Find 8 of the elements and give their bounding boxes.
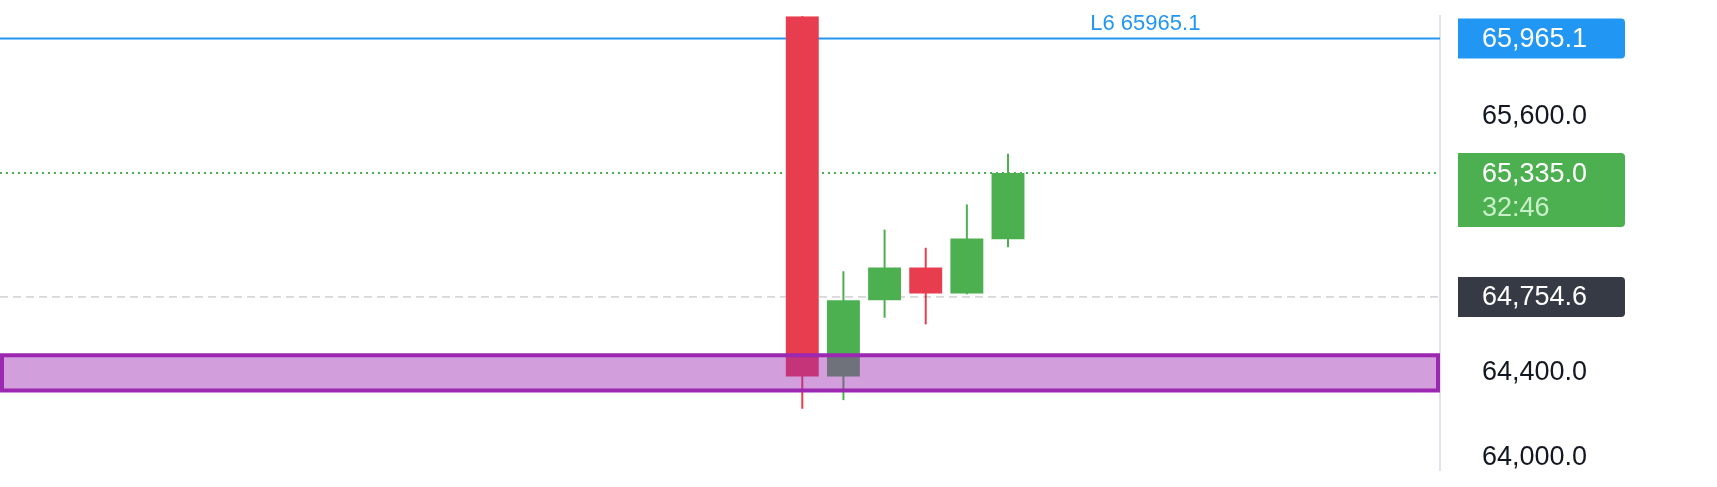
text: 32:46 bbox=[1482, 191, 1550, 222]
y-tick-label: 65,600.0 bbox=[1482, 99, 1588, 130]
y-tick-label: 64,000.0 bbox=[1482, 441, 1588, 472]
ref-line-label: 65,965.1 bbox=[1482, 23, 1588, 54]
annotation: L6 65965.1 bbox=[1090, 9, 1201, 35]
y-tick-label: 64,400.0 bbox=[1482, 356, 1588, 387]
ref-line-label: 65,335.0 bbox=[1482, 157, 1588, 188]
ref-line-label: 64,754.6 bbox=[1482, 281, 1588, 312]
